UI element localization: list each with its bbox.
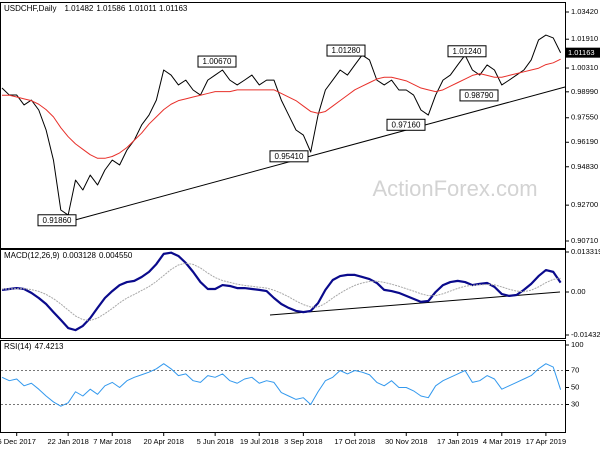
panel-title: USDCHF,Daily	[4, 4, 56, 13]
level-label: 0.98790	[465, 91, 494, 100]
y-tick-label: 0.90710	[571, 236, 598, 245]
x-tick-label: 4 Mar 2019	[483, 437, 521, 446]
y-tick-label: -0.014323	[571, 330, 600, 339]
x-tick-label: 5 Dec 2017	[0, 437, 36, 446]
last-price-box	[566, 47, 600, 58]
price-panel	[0, 2, 566, 249]
level-label: 1.01280	[332, 46, 361, 55]
indicator-value: 47.4213	[35, 342, 64, 351]
last-price-label: 1.01163	[568, 48, 595, 57]
series-line	[1, 251, 562, 332]
level-box	[447, 45, 487, 58]
series-line	[1, 363, 562, 407]
y-tick-label: 30	[571, 399, 579, 408]
indicator-value: 0.004550	[99, 251, 133, 260]
level-label: 0.95410	[275, 152, 304, 161]
level-label: 0.91860	[43, 216, 72, 225]
macd-panel	[0, 249, 566, 339]
series-line	[2, 262, 561, 322]
y-tick-label: 0.97550	[571, 113, 598, 122]
rsi-panel	[0, 340, 566, 433]
ohlc-value: 1.01163	[159, 4, 188, 13]
panel-title: MACD(12,26,9)	[4, 251, 60, 260]
watermark: ActionForex.com	[372, 176, 537, 201]
series-line	[2, 58, 561, 159]
y-tick-label: 0.94830	[571, 162, 598, 171]
x-tick-label: 17 Oct 2018	[334, 437, 375, 446]
level-box	[197, 55, 237, 68]
y-tick-label: 100	[571, 340, 584, 349]
x-tick-label: 17 Apr 2019	[526, 437, 566, 446]
x-tick-label: 17 Jan 2019	[437, 437, 478, 446]
x-tick-label: 3 Sep 2018	[284, 437, 322, 446]
x-tick-label: 5 Jun 2018	[197, 437, 234, 446]
x-tick-label: 22 Jan 2018	[48, 437, 89, 446]
y-tick-label: 70	[571, 365, 579, 374]
level-box	[269, 150, 309, 163]
level-label: 1.00670	[203, 57, 232, 66]
y-tick-label: 1.03420	[571, 7, 598, 16]
level-box	[386, 118, 426, 131]
level-box	[459, 89, 499, 102]
ohlc-value: 1.01011	[128, 4, 157, 13]
ohlc-value: 1.01482	[64, 4, 93, 13]
y-tick-label: 0.96190	[571, 137, 598, 146]
trend-line	[74, 86, 566, 221]
y-tick-label: 1.01910	[571, 34, 598, 43]
series-line	[1, 34, 562, 216]
level-label: 0.97160	[392, 120, 421, 129]
panel-title: RSI(14)	[4, 342, 32, 351]
panel-header: MACD(12,26,9) 0.003128 0.004550	[4, 251, 133, 260]
y-tick-label: 0.98990	[571, 87, 598, 96]
y-tick-label: 50	[571, 382, 579, 391]
x-tick-label: 30 Nov 2018	[385, 437, 428, 446]
y-tick-label: 0.013319	[571, 247, 600, 256]
panel-header: USDCHF,Daily 1.01482 1.01586 1.01011 1.01163	[4, 4, 188, 13]
y-tick-label: 1.00310	[571, 63, 598, 72]
level-box	[37, 214, 77, 227]
y-tick-label: 0.92700	[571, 200, 598, 209]
indicator-value: 0.003128	[63, 251, 97, 260]
y-tick-label: 0.00	[571, 287, 586, 296]
x-tick-label: 19 Jul 2018	[240, 437, 279, 446]
ohlc-value: 1.01586	[96, 4, 125, 13]
panel-header: RSI(14) 47.4213	[4, 342, 64, 351]
level-box	[326, 44, 366, 57]
x-tick-label: 7 Mar 2018	[93, 437, 131, 446]
level-label: 1.01240	[453, 47, 482, 56]
x-tick-label: 20 Apr 2018	[143, 437, 183, 446]
